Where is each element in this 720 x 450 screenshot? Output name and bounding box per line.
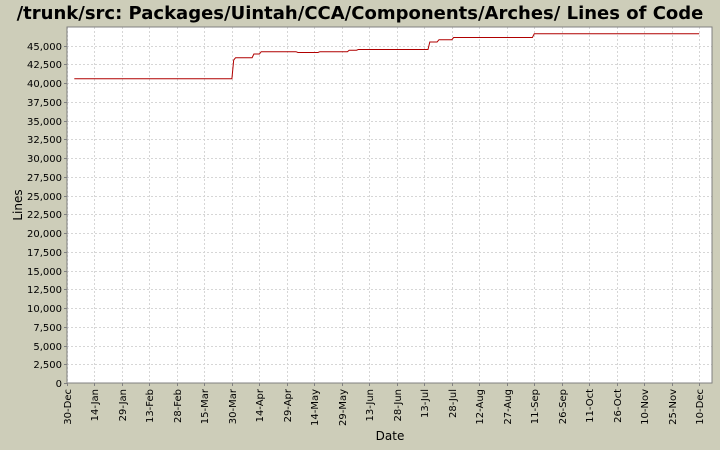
y-tick-label: 20,000 (27, 229, 62, 240)
x-tick-label: 25-Nov (668, 389, 679, 425)
x-tick-label: 10-Nov (640, 389, 651, 425)
y-tick-label: 2,500 (33, 360, 62, 371)
x-tick-label: 26-Oct (613, 389, 624, 423)
y-tick-label: 37,500 (27, 98, 62, 109)
series-group (74, 33, 700, 80)
x-tick-label: 28-Feb (173, 389, 184, 423)
y-tick-label: 5,000 (33, 342, 62, 353)
y-tick-label: 45,000 (27, 42, 62, 53)
y-axis-ticks: 0 2,500 5,000 7,500 10,000 12,500 15,000 17,500… (27, 42, 67, 390)
x-tick-label: 13-Feb (145, 389, 156, 423)
x-tick-label: 28-Jun (393, 389, 404, 422)
y-tick-label: 35,000 (27, 117, 62, 128)
y-tick-label: 22,500 (27, 210, 62, 221)
x-tick-label: 26-Sep (558, 389, 569, 424)
x-tick-label: 12-Aug (475, 389, 486, 425)
x-axis-label: Date (376, 429, 405, 443)
x-tick-label: 30-Mar (228, 388, 239, 424)
chart-title: /trunk/src: Packages/Uintah/CCA/Componen… (17, 3, 704, 24)
x-tick-label: 28-Jul (448, 389, 459, 418)
x-tick-label: 14-Jan (90, 389, 101, 421)
y-tick-label: 10,000 (27, 304, 62, 315)
y-tick-label: 40,000 (27, 79, 62, 90)
x-tick-label: 13-Jul (420, 389, 431, 418)
plot-border (66, 26, 713, 384)
x-tick-label: 27-Aug (503, 389, 514, 425)
x-tick-label: 29-May (338, 389, 349, 426)
x-tick-label: 11-Sep (530, 389, 541, 424)
x-tick-label: 11-Oct (585, 389, 596, 423)
y-tick-label: 0 (56, 379, 62, 390)
x-tick-label: 29-Jan (118, 389, 129, 421)
y-tick-label: 7,500 (33, 323, 62, 334)
y-tick-label: 30,000 (27, 154, 62, 165)
x-tick-label: 13-Jun (365, 389, 376, 422)
y-tick-label: 27,500 (27, 173, 62, 184)
y-tick-label: 42,500 (27, 60, 62, 71)
grid (67, 27, 712, 383)
x-tick-label: 10-Dec (695, 389, 706, 425)
y-tick-label: 17,500 (27, 248, 62, 259)
x-tick-label: 15-Mar (200, 388, 211, 424)
x-tick-label: 14-May (310, 389, 321, 426)
y-tick-label: 15,000 (27, 267, 62, 278)
x-tick-label: 30-Dec (63, 389, 74, 425)
y-tick-label: 25,000 (27, 192, 62, 203)
y-tick-label: 32,500 (27, 135, 62, 146)
series-line-0 (74, 33, 700, 80)
y-tick-label: 12,500 (27, 285, 62, 296)
x-tick-label: 14-Apr (255, 388, 266, 422)
plot-area (67, 27, 712, 383)
x-tick-label: 29-Apr (283, 388, 294, 422)
x-axis-ticks: 30-Dec 14-Jan 29-Jan 13-Feb 28-Feb 15-Mar 30-M… (63, 383, 706, 426)
y-axis-label: Lines (11, 189, 25, 220)
